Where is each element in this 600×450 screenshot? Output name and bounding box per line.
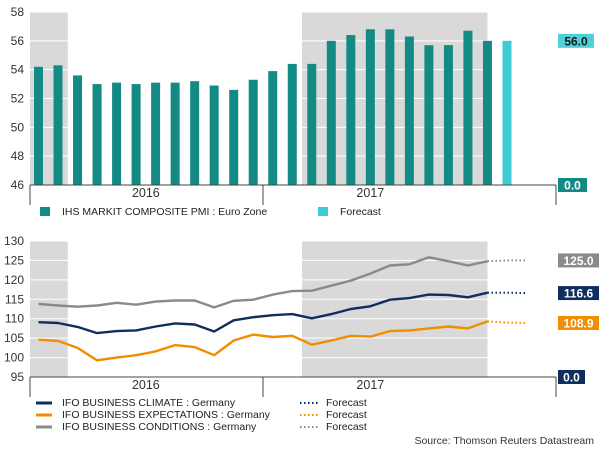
pmi-bar	[131, 84, 141, 185]
legend-forecast-label: Forecast	[326, 397, 367, 409]
series-line	[38, 320, 488, 362]
pmi-bar	[287, 63, 297, 185]
pmi-bar	[151, 82, 161, 185]
pmi-bar	[112, 82, 122, 185]
value-tag	[558, 370, 585, 384]
pmi-bar	[385, 29, 395, 185]
pmi-bar	[268, 71, 278, 185]
pmi-bar	[229, 89, 239, 185]
value-tag-label: 116.6	[564, 287, 594, 301]
y-tick-label: 52	[11, 92, 25, 106]
pmi-bar	[190, 81, 200, 185]
y-tick-label: 50	[11, 120, 25, 134]
y-tick-label: 100	[4, 351, 24, 365]
year-label: 2017	[356, 186, 384, 200]
value-tag-label: 125.0	[563, 254, 593, 268]
value-tag	[558, 178, 587, 192]
value-tag	[558, 286, 599, 301]
y-tick-label: 130	[4, 234, 24, 248]
legend-forecast-label: Forecast	[326, 409, 367, 421]
pmi-bar	[92, 84, 102, 185]
y-tick-label: 58	[11, 5, 25, 19]
value-tag-label: 108.9	[563, 316, 593, 330]
y-tick-label: 56	[11, 34, 25, 48]
pmi-bar	[463, 30, 473, 185]
pmi-bar	[248, 79, 258, 185]
y-tick-label: 54	[11, 63, 25, 77]
pmi-bar	[365, 29, 375, 185]
shaded-period-1	[302, 241, 488, 377]
forecast-line	[487, 320, 527, 324]
y-tick-label: 125	[4, 253, 24, 267]
source-note: Source: Thomson Reuters Datastream	[414, 435, 594, 447]
y-tick-label: 105	[4, 331, 24, 345]
pmi-bar	[404, 36, 414, 186]
y-tick-label: 115	[5, 292, 24, 306]
pmi-bar	[443, 45, 453, 186]
forecast-line	[487, 259, 527, 263]
legend-label: IFO BUSINESS CLIMATE : Germany	[62, 397, 236, 409]
shaded-period-0	[30, 241, 68, 377]
legend-label: Forecast	[340, 206, 381, 218]
legend-forecast-label: Forecast	[326, 421, 367, 433]
legend-swatch	[40, 207, 50, 216]
value-tag	[558, 33, 594, 48]
y-tick-label: 120	[4, 273, 24, 287]
year-label: 2016	[132, 378, 160, 392]
series-line	[38, 256, 488, 309]
y-tick-label: 48	[11, 149, 25, 163]
pmi-bar	[424, 45, 434, 186]
y-tick-label: 110	[5, 312, 24, 326]
y-tick-label: 46	[11, 178, 25, 192]
pmi-bar	[346, 35, 356, 185]
value-tag-label: 0.0	[564, 179, 581, 193]
legend-swatch	[318, 207, 328, 216]
value-tag-label: 56.0	[564, 34, 588, 48]
value-tag	[558, 253, 599, 268]
year-label: 2017	[356, 378, 384, 392]
legend-label: IHS MARKIT COMPOSITE PMI : Euro Zone	[62, 206, 267, 218]
pmi-bar	[53, 65, 63, 185]
pmi-chart: 46 48 50 52 54 56 58 2016 2017 56.0 0.0 IHS MARKIT …	[11, 5, 594, 218]
series-line	[38, 291, 488, 335]
pmi-bar	[170, 82, 180, 185]
legend-label: IFO BUSINESS EXPECTATIONS : Germany	[62, 409, 271, 421]
ifo-chart: 95 100 105 110 115 120 125 130 2016 2017 125.0 116.…	[4, 234, 599, 433]
value-tag	[558, 315, 599, 330]
pmi-bar	[482, 40, 492, 186]
pmi-bar	[326, 40, 336, 186]
pmi-bar	[34, 66, 43, 185]
pmi-bar	[73, 75, 83, 185]
pmi-bar	[209, 85, 219, 185]
year-label: 2016	[132, 186, 160, 200]
forecast-bar	[502, 40, 512, 186]
pmi-bar	[307, 63, 317, 185]
legend-label: IFO BUSINESS CONDITIONS : Germany	[62, 421, 257, 433]
value-tag-label: 0.0	[563, 371, 580, 385]
y-tick-label: 95	[11, 370, 25, 384]
